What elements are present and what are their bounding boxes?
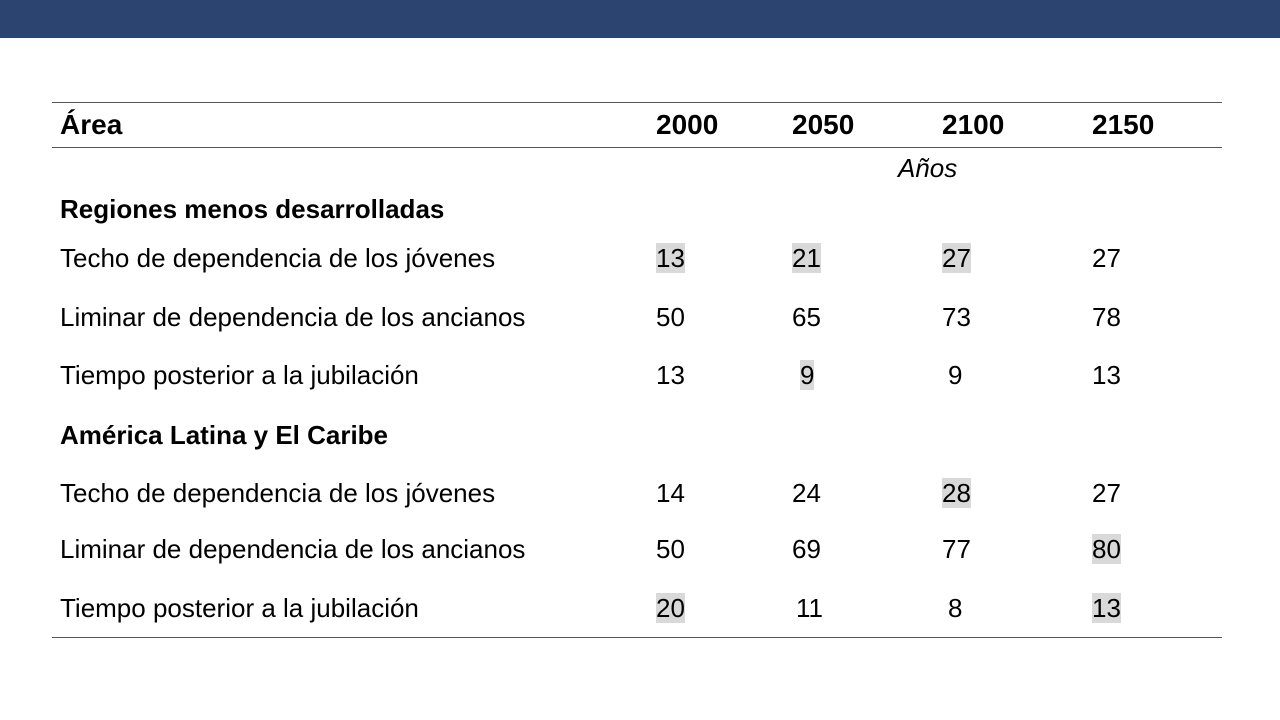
cell-value: 27 <box>942 243 971 273</box>
cell-value: 73 <box>942 302 971 332</box>
cell-value: 78 <box>1092 302 1121 332</box>
header-area: Área <box>60 109 123 140</box>
header-year-2100: 2100 <box>942 109 1005 140</box>
cell-value: 77 <box>942 534 971 564</box>
cell-value: 28 <box>942 478 971 508</box>
cell-value: 69 <box>792 534 821 564</box>
header-year-2050: 2050 <box>792 109 855 140</box>
section-title: Regiones menos desarrolladas <box>60 194 445 224</box>
cell-value: 8 <box>948 593 963 623</box>
cell-value: 13 <box>1092 593 1121 623</box>
cell-value: 9 <box>800 360 815 390</box>
row-label: Liminar de dependencia de los ancianos <box>60 534 526 564</box>
cell-value: 24 <box>792 478 821 508</box>
table-bottom-rule <box>52 637 1222 638</box>
top-banner <box>0 0 1280 38</box>
header-year-2000: 2000 <box>656 109 719 140</box>
cell-value: 80 <box>1092 534 1121 564</box>
cell-value: 13 <box>656 360 685 390</box>
header-year-2150: 2150 <box>1092 109 1155 140</box>
cell-value: 21 <box>792 243 821 273</box>
cell-value: 65 <box>792 302 821 332</box>
cell-value: 13 <box>656 243 685 273</box>
cell-value: 50 <box>656 302 685 332</box>
row-label: Techo de dependencia de los jóvenes <box>60 243 496 273</box>
table-top-rule <box>52 102 1222 103</box>
cell-value: 11 <box>796 593 823 623</box>
row-label: Tiempo posterior a la jubilación <box>60 360 419 390</box>
cell-value: 27 <box>1092 243 1121 273</box>
cell-value: 27 <box>1092 478 1121 508</box>
section-title: América Latina y El Caribe <box>60 420 389 450</box>
header-bottom-rule <box>52 147 1222 148</box>
row-label: Liminar de dependencia de los ancianos <box>60 302 526 332</box>
units-label: Años <box>898 153 958 183</box>
cell-value: 9 <box>948 360 963 390</box>
cell-value: 13 <box>1092 360 1121 390</box>
cell-value: 14 <box>656 478 685 508</box>
cell-value: 50 <box>656 534 685 564</box>
row-label: Techo de dependencia de los jóvenes <box>60 478 496 508</box>
row-label: Tiempo posterior a la jubilación <box>60 593 419 623</box>
cell-value: 20 <box>656 593 685 623</box>
